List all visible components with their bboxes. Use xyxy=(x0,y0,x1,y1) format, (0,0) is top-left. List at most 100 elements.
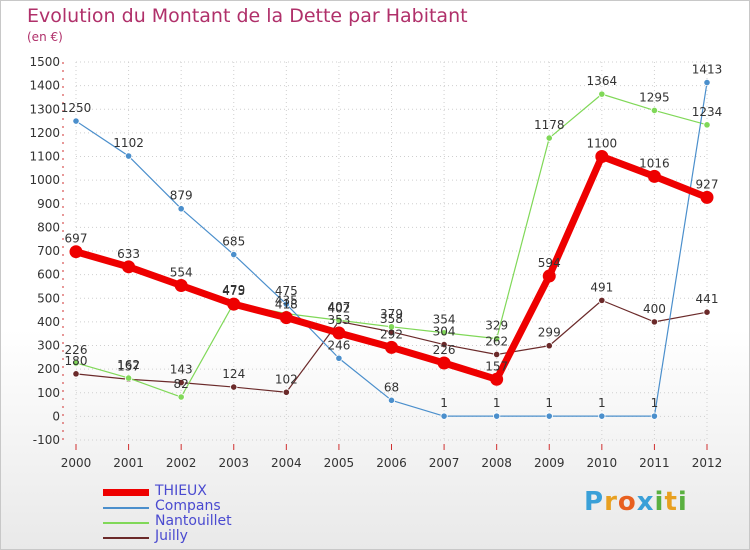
data-point-nantouillet xyxy=(72,359,80,367)
data-point-thieux xyxy=(227,297,241,311)
data-point-nantouillet xyxy=(493,335,501,343)
x-tick-label: 2009 xyxy=(534,456,565,470)
x-tick-label: 2000 xyxy=(61,456,92,470)
data-point-thieux xyxy=(279,311,293,325)
data-label-nantouillet: 82 xyxy=(174,377,189,391)
data-point-compans xyxy=(598,412,606,420)
chart-subtitle: (en €) xyxy=(27,30,63,44)
data-point-juilly xyxy=(440,340,448,349)
legend-swatch xyxy=(103,507,149,509)
data-label-thieux: 1016 xyxy=(639,156,670,170)
x-tick-label: 2012 xyxy=(692,456,723,470)
data-point-compans xyxy=(282,300,290,308)
data-label-nantouillet: 1234 xyxy=(692,105,723,119)
data-label-thieux: 554 xyxy=(170,265,193,279)
data-label-nantouillet: 329 xyxy=(485,319,508,333)
data-label-juilly: 491 xyxy=(590,280,613,294)
legend-label: Compans xyxy=(155,498,221,514)
x-tick-label: 2011 xyxy=(639,456,670,470)
data-point-nantouillet xyxy=(650,106,659,115)
y-tick-label: 400 xyxy=(37,315,60,329)
data-point-nantouillet xyxy=(440,329,448,337)
x-tick-label: 2008 xyxy=(481,456,512,470)
y-tick-label: 1100 xyxy=(29,150,60,164)
data-point-nantouillet xyxy=(335,316,343,324)
data-label-juilly: 157 xyxy=(117,359,140,373)
data-point-compans xyxy=(545,412,553,420)
y-tick-label: 300 xyxy=(37,339,60,353)
data-point-compans xyxy=(72,117,80,125)
data-label-compans: 1413 xyxy=(692,63,723,77)
chart-title: Evolution du Montant de la Dette par Hab… xyxy=(27,5,468,27)
data-point-thieux xyxy=(437,356,451,370)
data-point-nantouillet xyxy=(598,90,606,98)
logo-letter: r xyxy=(604,487,618,517)
data-label-juilly: 441 xyxy=(696,292,719,306)
y-tick-label: 1500 xyxy=(29,55,60,69)
y-tick-label: 1000 xyxy=(29,173,60,187)
data-label-juilly: 402 xyxy=(327,301,350,315)
x-tick-label: 2003 xyxy=(218,456,249,470)
legend-label: THIEUX xyxy=(155,483,207,499)
data-point-juilly xyxy=(230,383,238,391)
data-label-nantouillet: 1364 xyxy=(587,74,618,88)
data-point-compans xyxy=(177,205,185,213)
data-point-juilly xyxy=(493,350,501,359)
data-label-nantouillet: 1178 xyxy=(534,118,565,132)
y-tick-label: 800 xyxy=(37,220,60,234)
data-label-compans: 68 xyxy=(384,380,399,394)
y-tick-label: 100 xyxy=(37,386,60,400)
legend-swatch xyxy=(103,537,149,539)
data-point-thieux xyxy=(69,245,83,259)
y-tick-label: 1400 xyxy=(29,79,60,93)
legend-label: Nantouillet xyxy=(155,513,232,529)
logo-letter: i xyxy=(654,487,665,517)
y-tick-label: 500 xyxy=(37,291,60,305)
data-label-juilly: 358 xyxy=(380,312,403,326)
data-label-nantouillet: 354 xyxy=(433,313,456,327)
y-tick-label: 700 xyxy=(37,244,60,258)
data-label-thieux: 927 xyxy=(696,177,719,191)
data-label-juilly: 180 xyxy=(65,354,88,368)
y-tick-label: -100 xyxy=(33,433,60,447)
data-label-compans: 1 xyxy=(651,396,659,410)
data-point-compans xyxy=(440,412,448,420)
data-label-compans: 1250 xyxy=(61,101,92,115)
data-label-thieux: 226 xyxy=(433,343,456,357)
logo-letter: t xyxy=(664,487,678,517)
data-label-nantouillet: 479 xyxy=(222,283,245,297)
data-label-compans: 685 xyxy=(222,235,245,249)
data-point-thieux xyxy=(174,278,188,292)
data-point-compans xyxy=(230,250,238,259)
x-tick-label: 2006 xyxy=(376,456,407,470)
y-tick-label: 600 xyxy=(37,268,60,282)
y-tick-label: 1200 xyxy=(29,126,60,140)
data-label-nantouillet: 407 xyxy=(327,300,350,314)
data-label-compans: 1102 xyxy=(113,136,144,150)
data-label-nantouillet: 226 xyxy=(65,343,88,357)
data-label-juilly: 299 xyxy=(538,326,561,340)
data-point-thieux xyxy=(647,169,661,183)
data-point-juilly xyxy=(72,370,80,378)
data-label-thieux: 633 xyxy=(117,247,140,261)
y-tick-label: 0 xyxy=(52,409,60,423)
data-point-compans xyxy=(124,152,133,160)
data-label-nantouillet: 1295 xyxy=(639,90,670,104)
data-label-thieux: 418 xyxy=(275,298,298,312)
logo-letter: i xyxy=(677,487,688,517)
data-label-thieux: 157 xyxy=(485,359,508,373)
data-label-nantouillet: 162 xyxy=(117,358,140,372)
data-label-compans: 1 xyxy=(440,396,448,410)
legend-swatch xyxy=(103,522,149,524)
data-label-nantouillet: 379 xyxy=(380,307,403,321)
data-point-thieux xyxy=(595,150,609,163)
data-point-thieux xyxy=(122,260,136,274)
data-label-thieux: 292 xyxy=(380,327,403,341)
data-label-compans: 1 xyxy=(598,396,606,410)
data-point-thieux xyxy=(385,340,398,354)
x-tick-label: 2002 xyxy=(166,456,197,470)
data-label-compans: 246 xyxy=(327,338,350,352)
data-label-thieux: 353 xyxy=(327,313,350,327)
data-point-compans xyxy=(703,78,711,87)
